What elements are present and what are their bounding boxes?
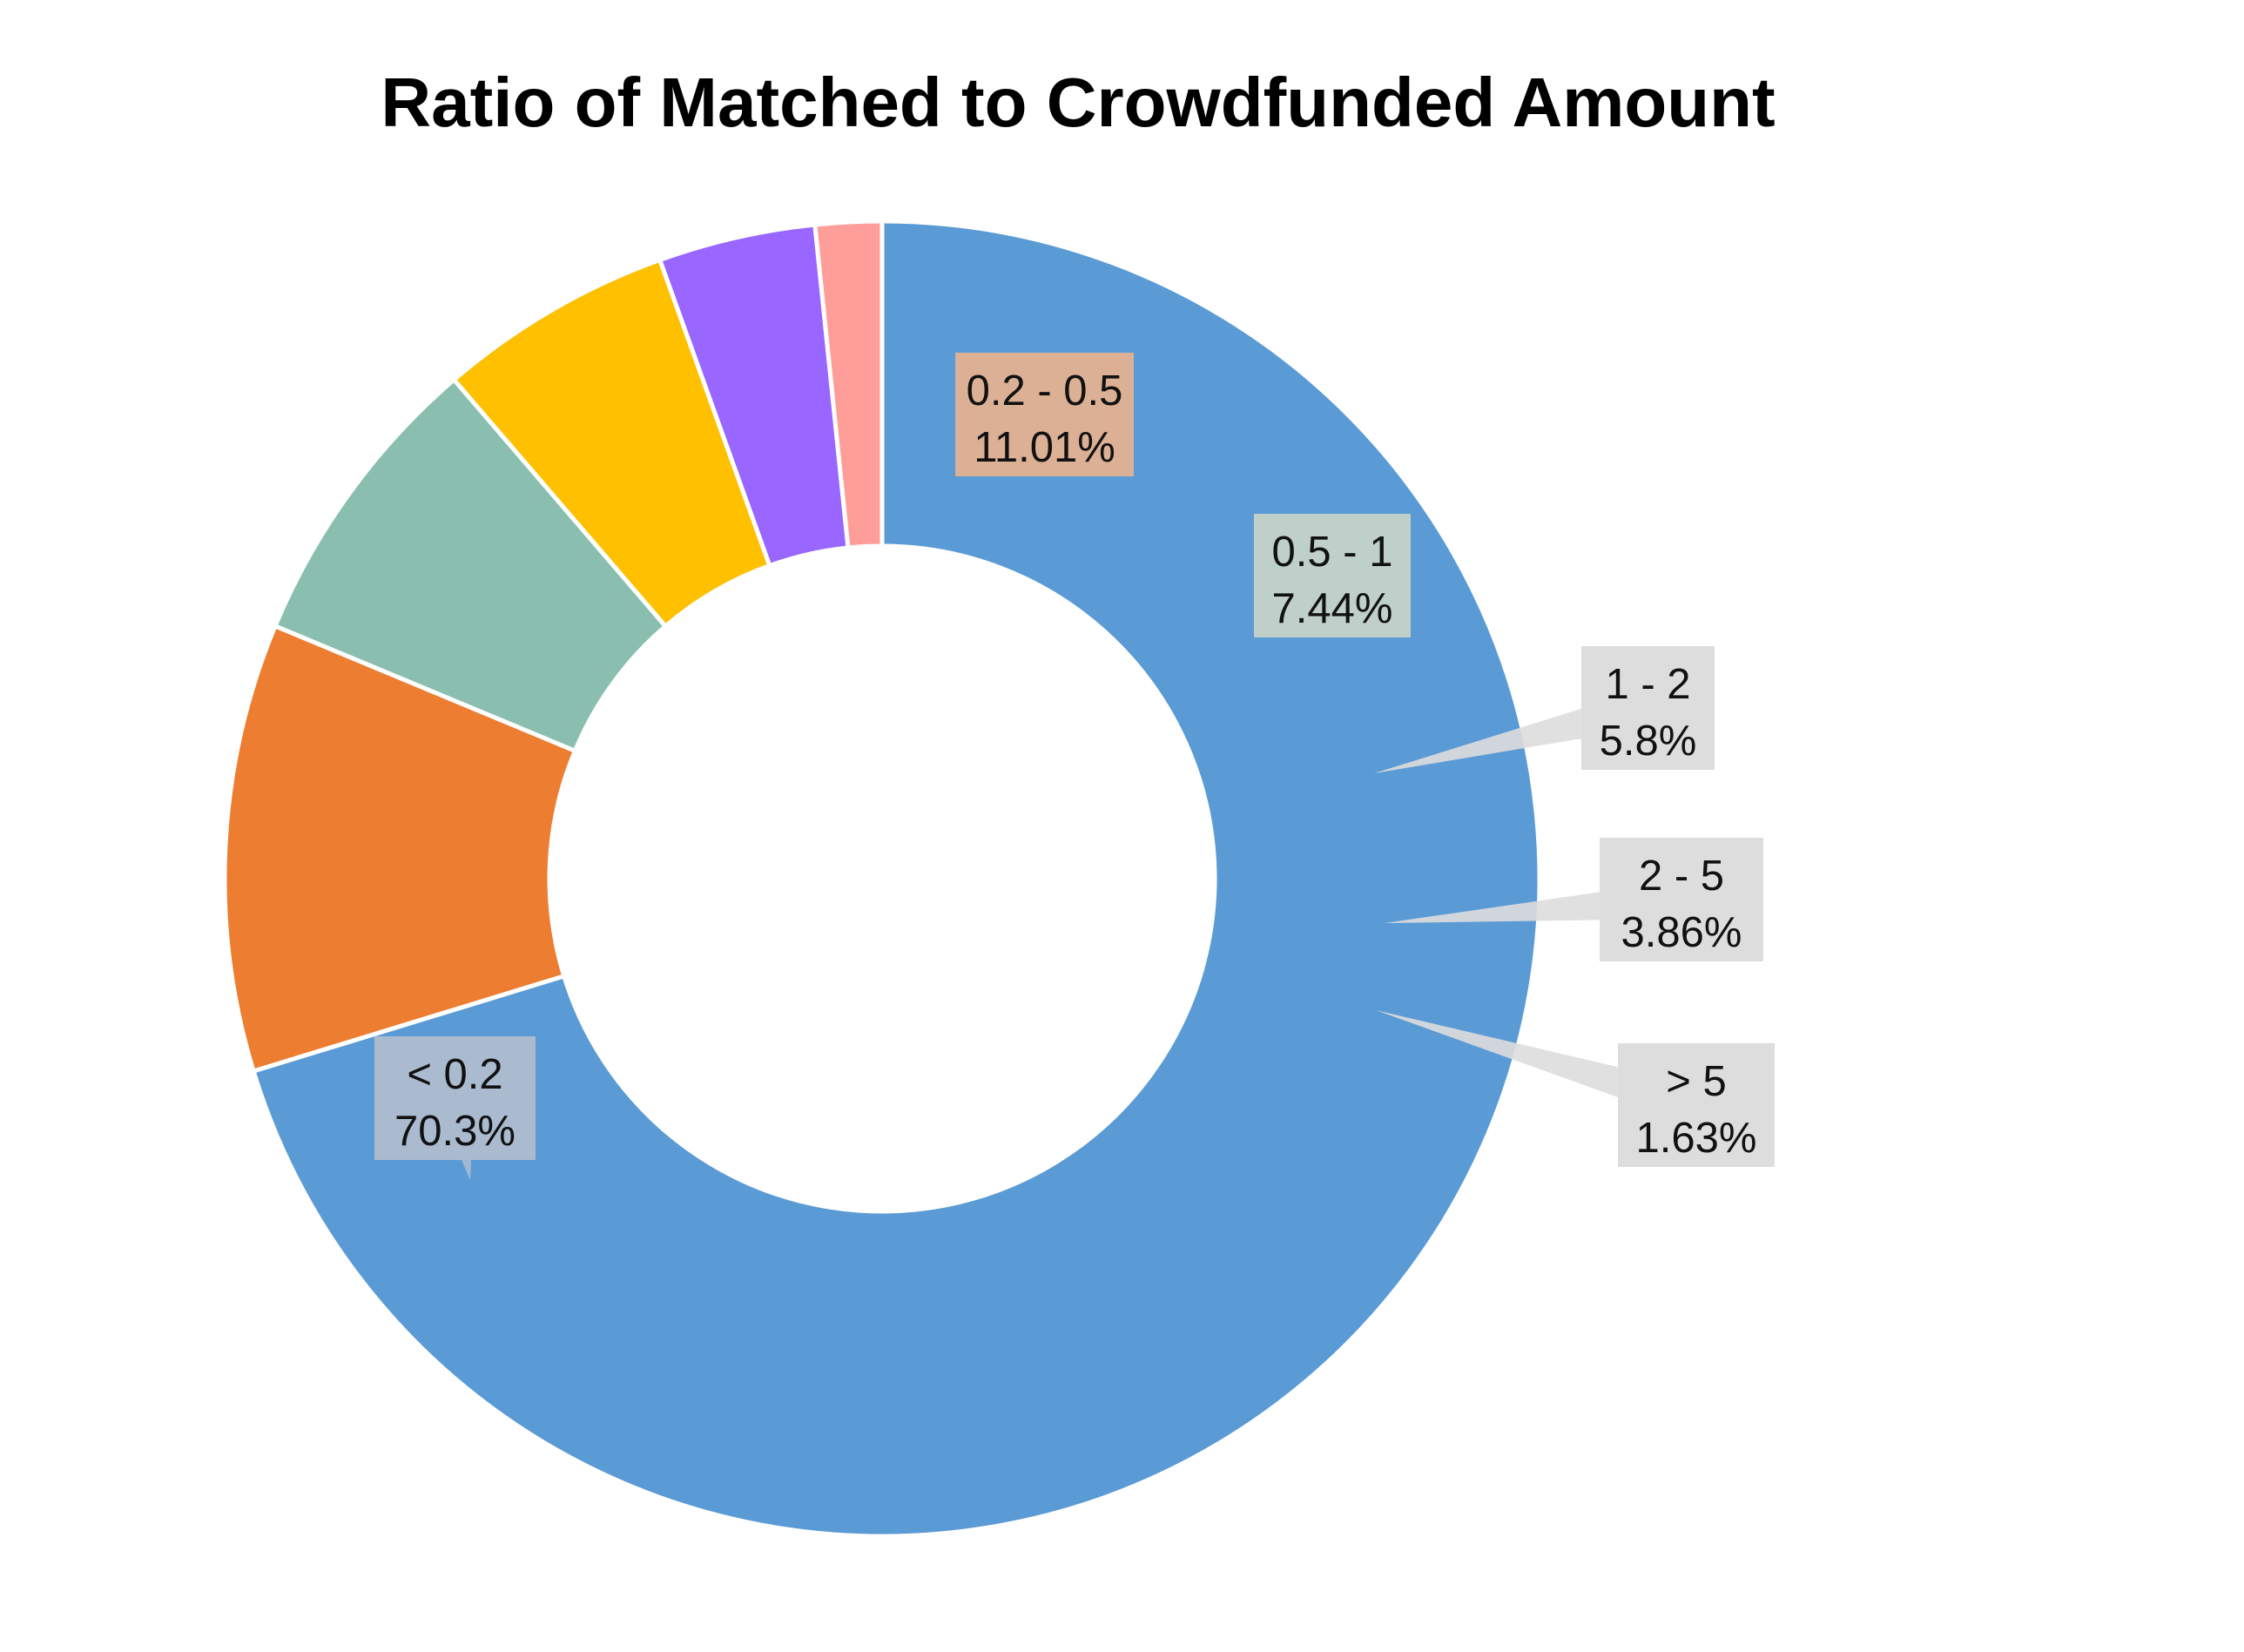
slice-label-2-to-5: 2 - 5 3.86% <box>1385 838 1763 961</box>
slice-value-label: 3.86% <box>1621 909 1742 956</box>
slice-labels: < 0.2 70.3% 0.2 - 0.5 11.01% 0.5 - 1 7.44% 1 -… <box>374 353 1775 1180</box>
slice-value-label: 1.63% <box>1636 1115 1757 1162</box>
slice-label-lt-0-2: < 0.2 70.3% <box>374 1036 536 1180</box>
slice-label-0-2-to-0-5: 0.2 - 0.5 11.01% <box>955 353 1134 476</box>
label-box <box>1618 1043 1775 1167</box>
slice-label-0-5-to-1: 0.5 - 1 7.44% <box>1254 514 1411 637</box>
chart-title: Ratio of Matched to Crowdfunded Amount <box>381 64 1775 141</box>
slice-value-label: 11.01% <box>974 424 1115 471</box>
slice-label-gt-5: > 5 1.63% <box>1376 1010 1775 1167</box>
slice-value-label: 70.3% <box>394 1108 516 1155</box>
slice-category-label: 0.2 - 0.5 <box>967 367 1123 415</box>
slice-category-label: > 5 <box>1666 1058 1726 1105</box>
label-box <box>374 1036 536 1160</box>
slice-value-label: 5.8% <box>1600 718 1697 765</box>
donut-slices <box>222 219 1542 1539</box>
slice-category-label: 0.5 - 1 <box>1272 529 1393 576</box>
slice-category-label: 1 - 2 <box>1605 661 1690 708</box>
donut-slice-lt-0-2 <box>250 219 1542 1539</box>
label-box <box>955 353 1134 476</box>
slice-value-label: 7.44% <box>1272 585 1393 632</box>
slice-category-label: 2 - 5 <box>1639 853 1724 900</box>
donut-slice-gt-5 <box>812 219 885 550</box>
label-box <box>1254 514 1411 637</box>
label-box <box>1600 838 1763 961</box>
label-box <box>1581 646 1715 770</box>
slice-label-1-to-2: 1 - 2 5.8% <box>1374 646 1715 773</box>
slice-category-label: < 0.2 <box>407 1051 502 1098</box>
donut-slice-0-5-to-1 <box>272 376 669 754</box>
donut-slice-0-2-to-0-5 <box>222 623 578 1075</box>
